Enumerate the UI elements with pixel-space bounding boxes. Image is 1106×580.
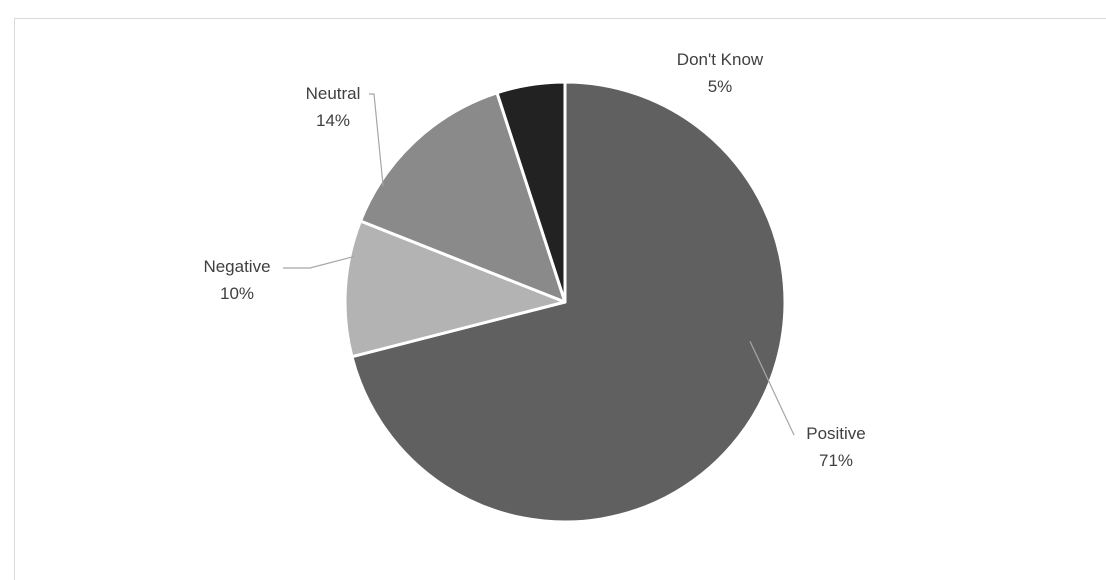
label-category-negative: Negative — [203, 257, 270, 276]
pie-slices — [343, 80, 787, 524]
label-category-neutral: Neutral — [306, 84, 361, 103]
label-category-positive: Positive — [806, 424, 866, 443]
leader-line-positive — [749, 341, 795, 436]
leader-line-neutral — [369, 93, 384, 187]
chart-area — [14, 18, 1106, 580]
pie-slice-positive — [350, 80, 787, 524]
data-labels: Positive 71% Negative 10% Neutral 14% Don't Kn… — [203, 50, 865, 470]
leader-lines — [283, 93, 795, 436]
label-category-don-t-know: Don't Know — [677, 50, 764, 69]
label-value-negative: 10% — [220, 284, 254, 303]
pie-slice-don-t-know — [495, 80, 567, 304]
pie-slice-negative — [343, 219, 567, 359]
label-value-positive: 71% — [819, 451, 853, 470]
leader-line-negative — [283, 255, 355, 269]
label-value-neutral: 14% — [316, 111, 350, 130]
label-value-don-t-know: 5% — [708, 77, 733, 96]
